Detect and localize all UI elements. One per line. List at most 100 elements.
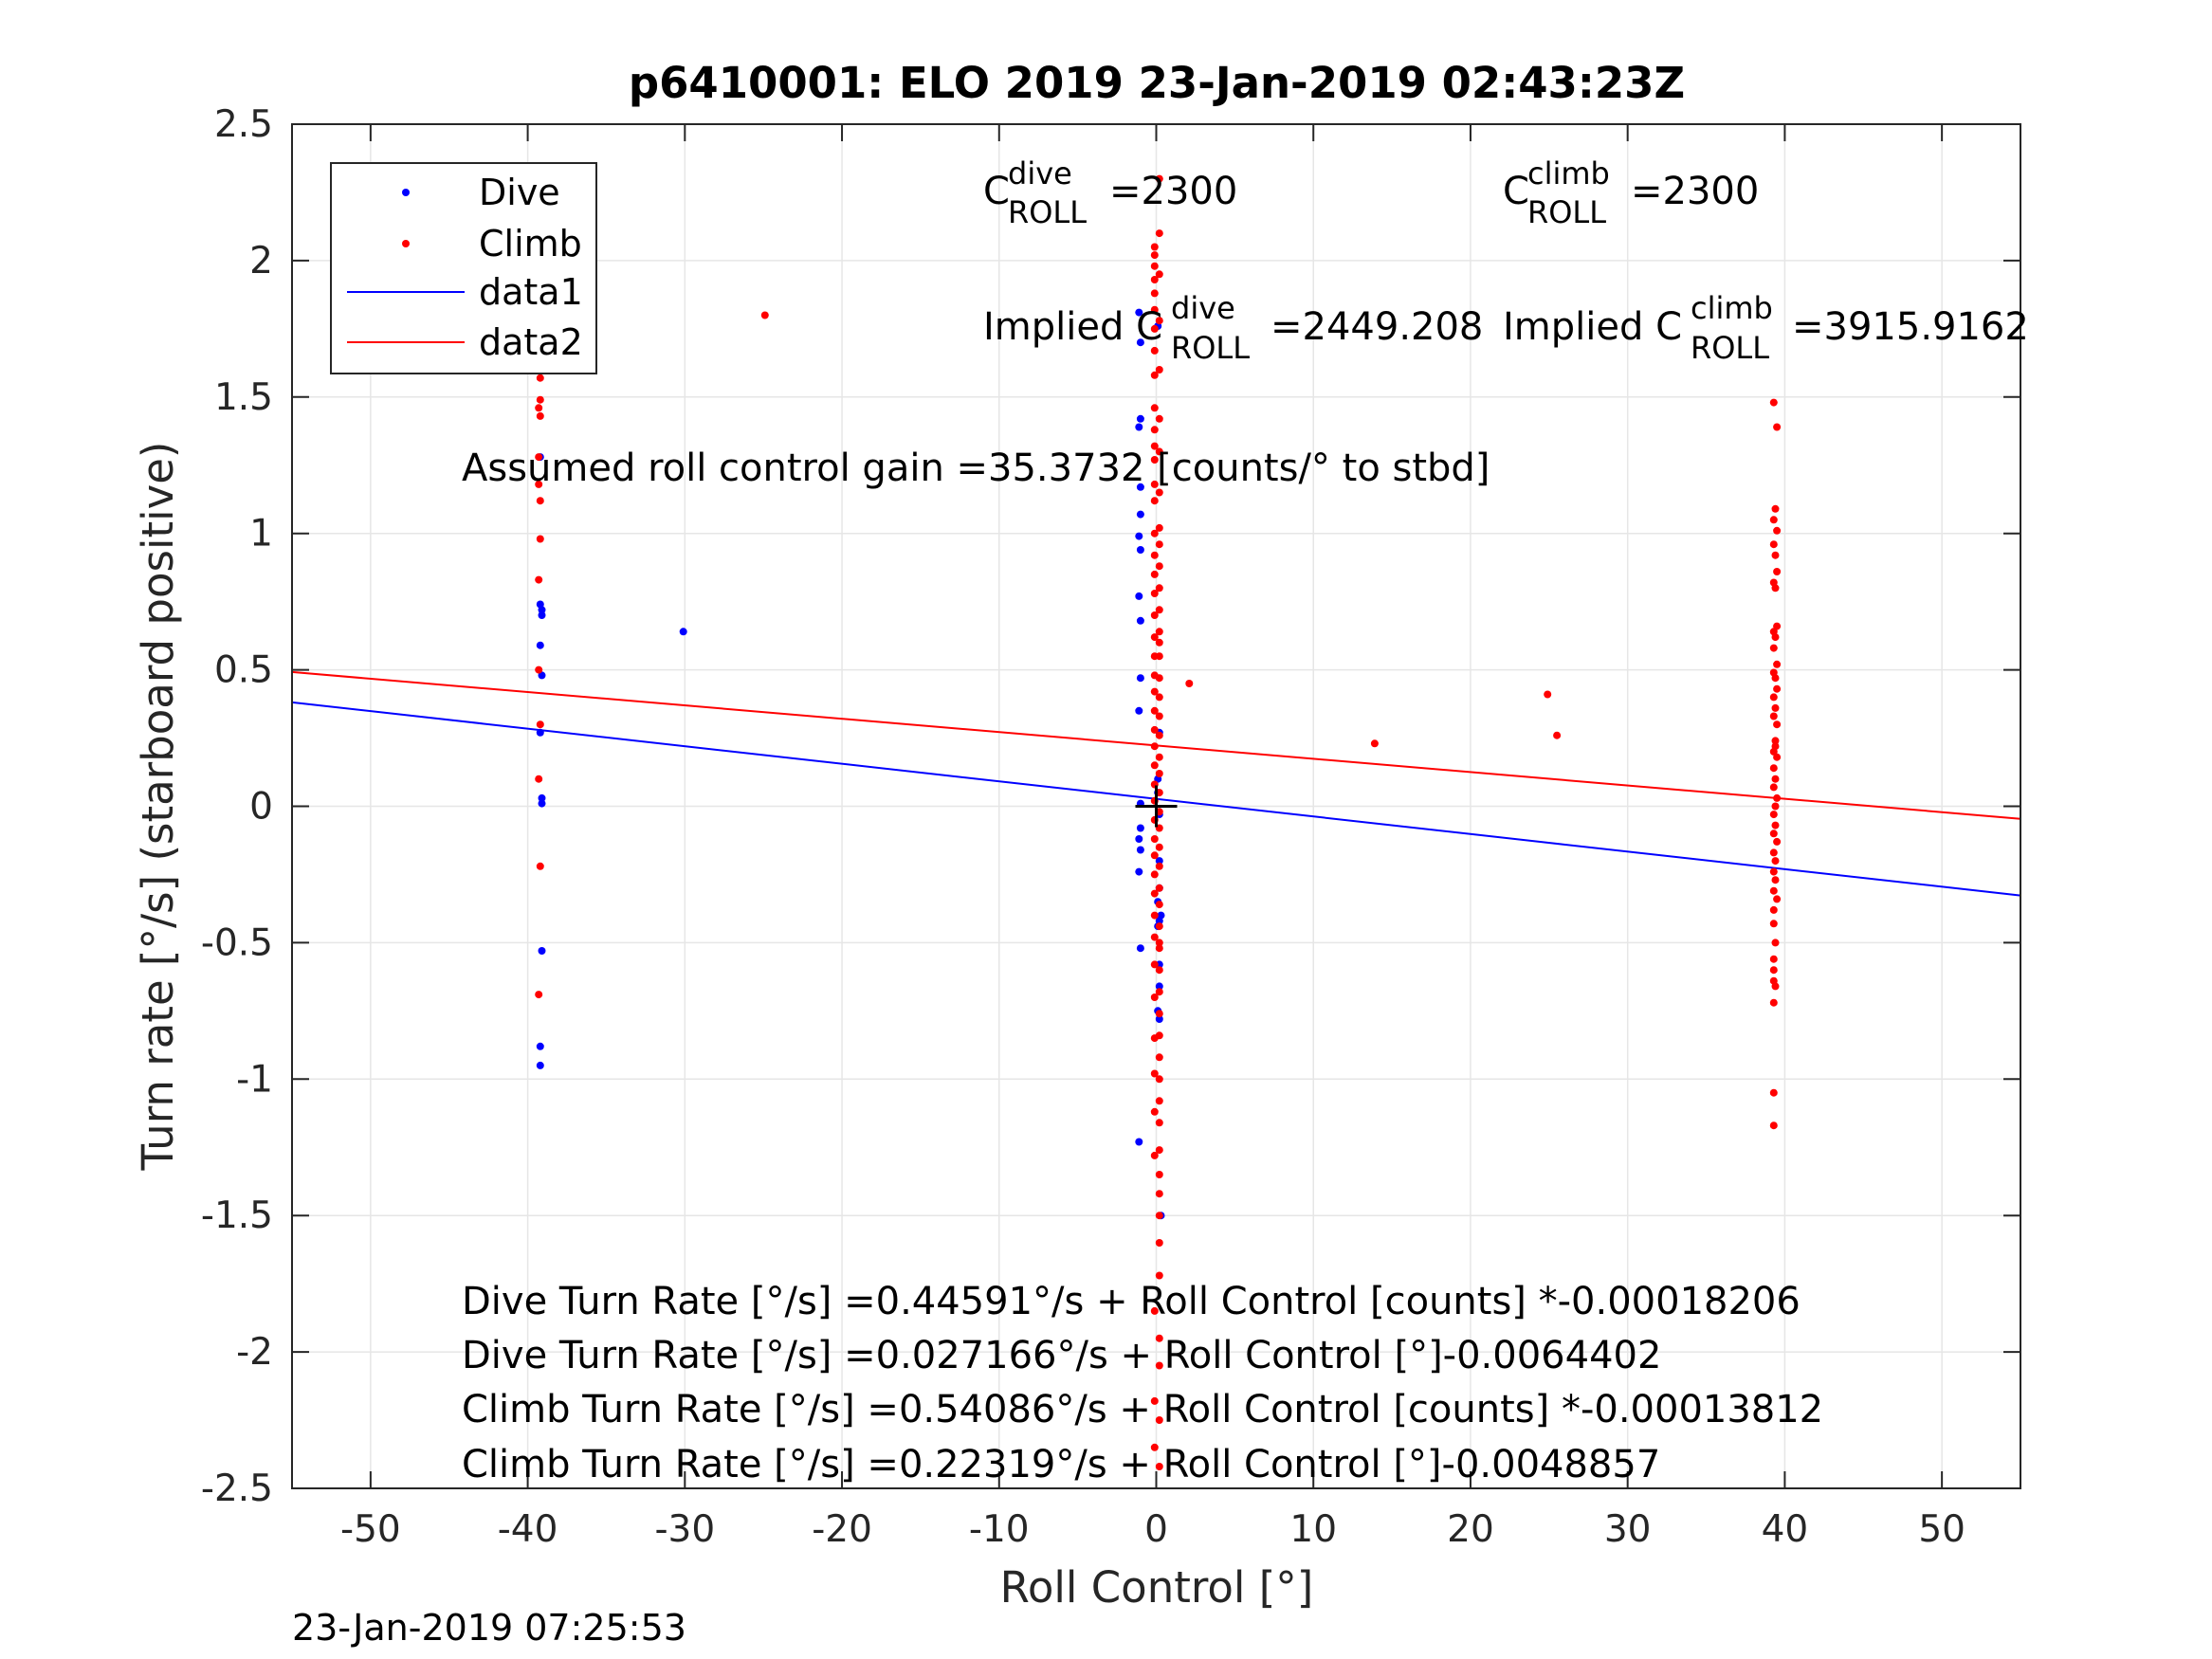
climb-point [1773,526,1782,535]
y-tick-label: 1 [249,513,273,556]
dive-point [1136,944,1144,953]
climb-point [1771,857,1780,866]
climb-point [1155,862,1163,870]
legend-dive-label: Dive [479,172,560,213]
climb-point [1155,447,1163,456]
climb-point [1155,317,1163,325]
climb-point [535,775,543,783]
legend-data2-label: data2 [479,321,583,363]
climb-point [1771,551,1780,559]
climb-point [1155,988,1163,996]
climb-point [1155,270,1163,279]
climb-point [1150,761,1159,770]
dive-point [1136,414,1144,423]
climb-point [1150,570,1159,578]
climb-point [1150,1443,1159,1451]
climb-point [1773,753,1782,761]
climb-point [1150,1151,1159,1159]
implied-climb-value: =3915.9162 [1792,305,2029,349]
origin-marker [1135,785,1178,828]
climb-point [536,374,544,382]
climb-point [1155,1190,1163,1198]
climb-point [1150,633,1159,642]
dive-point [538,793,546,802]
dive-point [1135,835,1143,843]
climb-point [1150,371,1159,379]
climb-point [1155,1053,1163,1062]
climb-point [1150,1069,1159,1078]
legend-dive-marker [402,189,410,196]
climb-point [1771,742,1780,751]
climb-point [1155,966,1163,975]
y-tick-label: 1.5 [214,376,273,419]
climb-point [1771,703,1780,712]
dive-point [536,728,544,737]
climb-point [1155,174,1163,183]
climb-point [1769,1088,1778,1097]
climb-point [1150,590,1159,597]
climb-point [1155,1119,1163,1127]
climb-point [1370,739,1379,748]
dive-point [1135,532,1143,540]
climb-point [1769,920,1778,928]
climb-point [1773,895,1782,903]
climb-point [536,862,544,870]
implied-c-roll-climb-annotation: Implied C climb ROLL =3915.9162 [1503,290,2029,366]
climb-point [1150,480,1159,488]
roll-control-gain-annotation: Assumed roll control gain =35.3732 [coun… [462,447,1490,490]
climb-point [1773,423,1782,431]
dive-point [1136,824,1144,832]
climb-point [1150,497,1159,505]
x-tick-label: 0 [1144,1508,1168,1551]
fit-line-dive-counts: Dive Turn Rate [°/s] =0.44591°/s + Roll … [462,1280,1801,1323]
climb-point [1771,633,1780,642]
c-dive-label-sup: dive [1008,155,1072,191]
climb-point [1769,516,1778,524]
climb-point [1155,753,1163,761]
climb-point [1155,1097,1163,1105]
x-tick-label: -30 [654,1508,715,1551]
climb-point [1553,731,1562,739]
legend-data1-label: data1 [479,271,583,313]
climb-point [1773,684,1782,693]
x-tick-label: -50 [340,1508,401,1551]
y-tick-label: -0.5 [201,921,273,964]
climb-point [1769,848,1778,857]
dive-point [536,1061,544,1069]
dive-point [1136,483,1144,491]
climb-point [1769,966,1778,975]
axes-box [291,123,2021,1489]
climb-point [536,720,544,729]
x-tick-label: -10 [969,1508,1030,1551]
climb-point [1769,693,1778,702]
dive-point [1136,510,1144,519]
climb-point [1150,251,1159,260]
y-tick-labels: -2.5 -2 -1.5 -1 -0.5 0 0.5 1 1.5 2 2.5 [201,103,273,1510]
climb-point [1150,1306,1159,1315]
climb-point [1150,911,1159,920]
climb-point [536,535,544,543]
climb-point [1771,737,1780,745]
climb-point [1769,398,1778,407]
c-roll-climb-annotation: C climb ROLL =2300 [1503,155,1759,230]
implied-climb-prefix: Implied C [1503,305,1682,349]
y-tick-label: -2 [236,1331,273,1374]
climb-point [760,311,769,319]
climb-point [1769,905,1778,914]
climb-point [1150,324,1159,333]
implied-dive-prefix: Implied C [983,305,1162,349]
legend-climb-label: Climb [479,223,582,264]
climb-point [1150,1107,1159,1116]
dive-point [538,947,546,955]
climb-point [1150,243,1159,251]
climb-point [535,991,543,999]
climb-point [1155,770,1163,777]
dive-point [1136,674,1144,683]
y-tick-label: 0.5 [214,649,273,692]
climb-point [1771,674,1780,683]
climb-point [1150,442,1159,450]
climb-point [1155,901,1163,909]
climb-point [1155,540,1163,549]
climb-point [536,411,544,420]
